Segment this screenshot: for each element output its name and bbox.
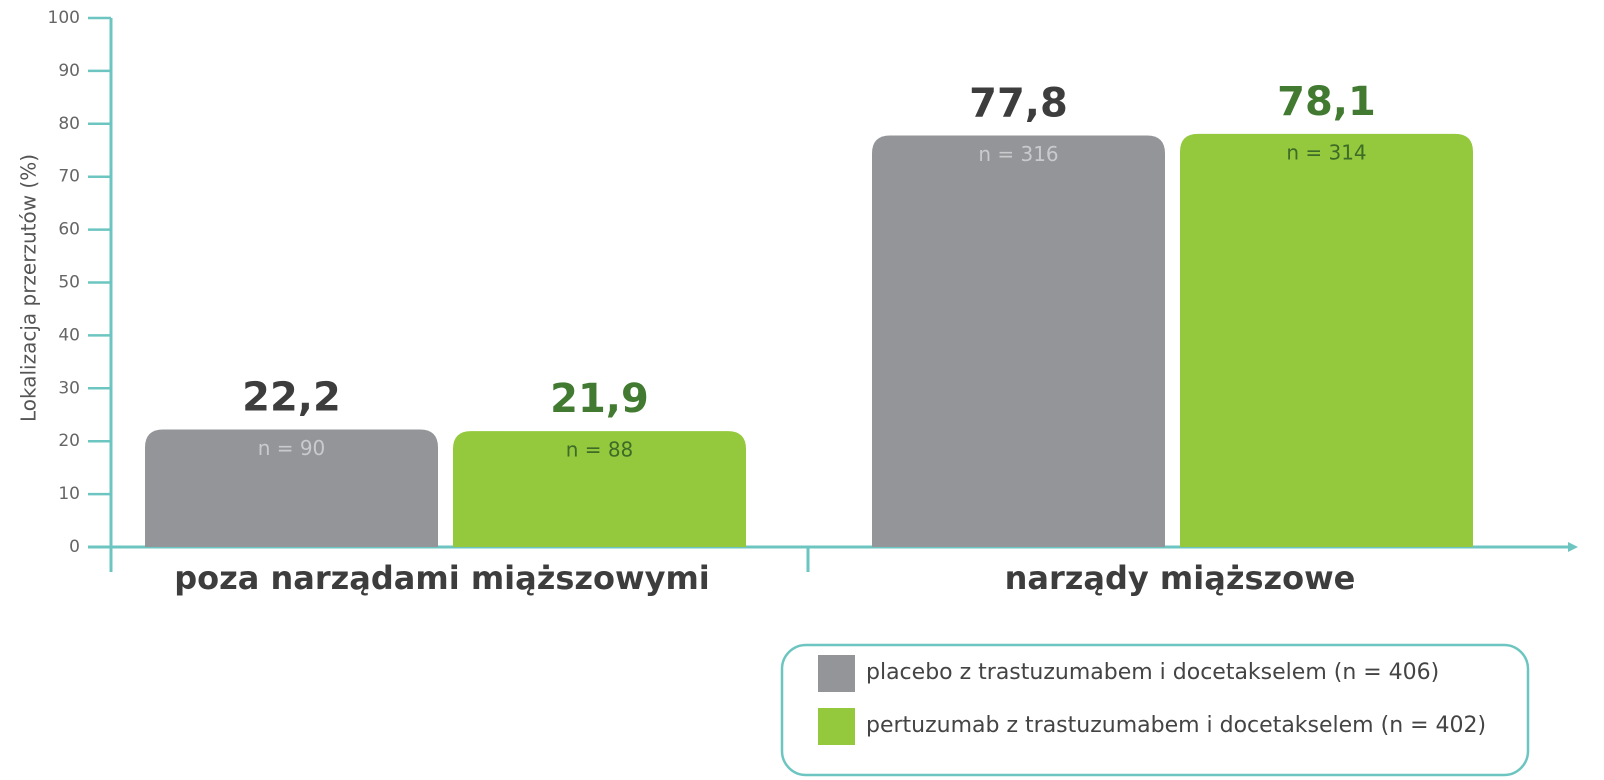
y-tick-label: 10: [58, 484, 80, 504]
y-tick-label: 20: [58, 431, 80, 451]
bar: [453, 431, 746, 547]
y-tick-label: 0: [69, 537, 80, 557]
legend-swatch: [818, 655, 855, 692]
value-label: 21,9: [550, 376, 649, 422]
y-tick-label: 60: [58, 220, 80, 240]
y-tick-label: 90: [58, 61, 80, 81]
n-label: n = 88: [566, 438, 634, 462]
bar: [872, 135, 1165, 548]
y-axis-label: Lokalizacja przerzutów (%): [17, 154, 41, 422]
x-axis-arrow: [1568, 542, 1578, 552]
value-label: 78,1: [1277, 79, 1376, 125]
y-tick-label: 40: [58, 325, 80, 345]
x-tick-label: narządy miąższowe: [1005, 559, 1356, 597]
legend-swatch: [818, 708, 855, 745]
y-tick-label: 70: [58, 167, 80, 187]
bar: [145, 429, 438, 547]
n-label: n = 90: [258, 436, 326, 460]
x-tick-label: poza narządami miąższowymi: [174, 559, 710, 597]
n-label: n = 314: [1286, 140, 1366, 164]
y-tick-label: 50: [58, 273, 80, 293]
bar: [1180, 133, 1473, 547]
y-tick-label: 80: [58, 114, 80, 134]
value-label: 77,8: [969, 80, 1068, 126]
legend-label: placebo z trastuzumabem i docetakselem (…: [866, 660, 1439, 685]
value-label: 22,2: [242, 375, 341, 421]
legend-box: [780, 643, 1530, 777]
y-tick-label: 100: [48, 8, 80, 28]
legend-label: pertuzumab z trastuzumabem i docetaksele…: [866, 713, 1486, 738]
y-tick-label: 30: [58, 378, 80, 398]
n-label: n = 316: [978, 142, 1058, 166]
